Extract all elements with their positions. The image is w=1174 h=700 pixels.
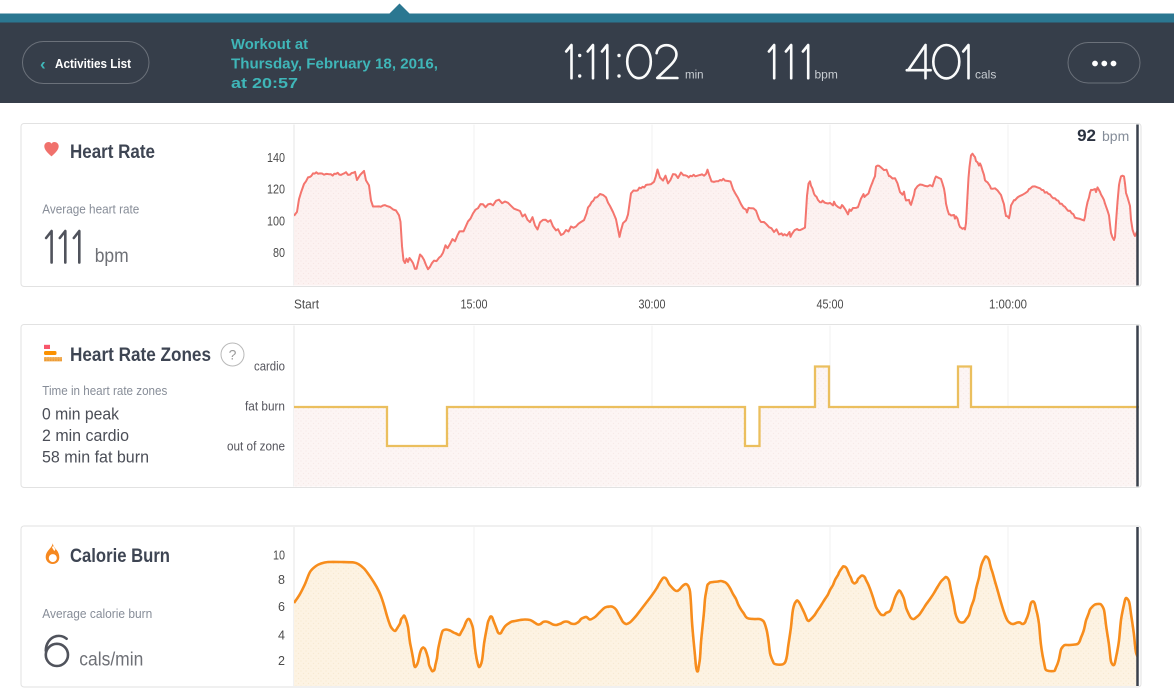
svg-text:140: 140	[267, 151, 285, 165]
svg-text:cals: cals	[975, 68, 996, 82]
svg-text:6: 6	[278, 600, 285, 614]
svg-text:Workout at: Workout at	[231, 36, 308, 53]
svg-text:2: 2	[278, 654, 285, 668]
svg-text:min: min	[685, 70, 704, 82]
svg-text:92: 92	[1077, 126, 1096, 145]
svg-text:Time in heart rate zones: Time in heart rate zones	[42, 383, 167, 398]
svg-text:80: 80	[273, 246, 285, 260]
svg-text:Activities List: Activities List	[55, 56, 132, 71]
svg-text:bpm: bpm	[95, 246, 129, 267]
svg-text:Calorie Burn: Calorie Burn	[70, 546, 170, 567]
svg-text:10: 10	[273, 549, 285, 563]
svg-text:0 min peak: 0 min peak	[42, 405, 119, 424]
svg-text:out of zone: out of zone	[227, 439, 285, 454]
svg-text:cals/min: cals/min	[79, 649, 143, 671]
svg-text:58 min fat burn: 58 min fat burn	[42, 448, 149, 467]
svg-text:bpm: bpm	[815, 68, 838, 82]
svg-text:Heart Rate: Heart Rate	[70, 142, 155, 163]
svg-text:‹: ‹	[40, 55, 46, 74]
svg-text:cardio: cardio	[254, 359, 285, 374]
svg-text:bpm: bpm	[1102, 128, 1129, 144]
svg-text:Heart Rate Zones: Heart Rate Zones	[70, 345, 211, 366]
svg-text:?: ?	[229, 347, 237, 363]
svg-text:120: 120	[267, 183, 285, 197]
svg-text:at 20:57: at 20:57	[231, 75, 298, 92]
svg-text:1:00:00: 1:00:00	[989, 298, 1027, 312]
svg-text:Thursday, February 18, 2016,: Thursday, February 18, 2016,	[231, 56, 438, 73]
svg-text:Average heart rate: Average heart rate	[42, 202, 139, 217]
svg-text:Start: Start	[294, 298, 319, 312]
svg-text:100: 100	[267, 214, 285, 228]
svg-text:fat burn: fat burn	[245, 399, 285, 414]
svg-text:8: 8	[278, 573, 285, 587]
svg-text:45:00: 45:00	[817, 298, 844, 312]
svg-text:15:00: 15:00	[461, 298, 488, 312]
svg-text:2 min cardio: 2 min cardio	[42, 426, 129, 445]
svg-text:Average calorie burn: Average calorie burn	[42, 606, 152, 621]
svg-text:4: 4	[278, 629, 285, 643]
svg-text:30:00: 30:00	[639, 298, 666, 312]
